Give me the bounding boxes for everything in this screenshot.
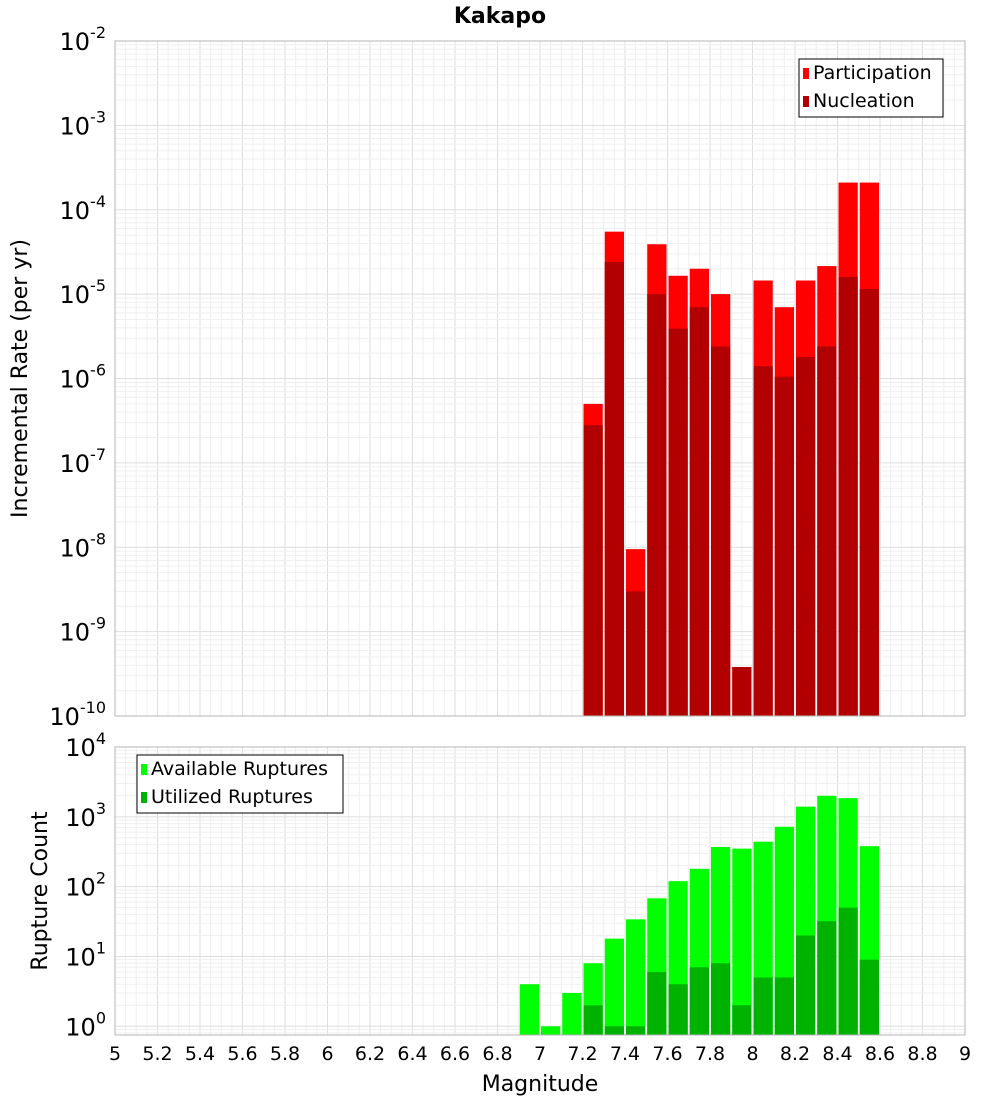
bar-available-ruptures [541,1026,561,1035]
bar-utilized-ruptures [796,935,816,1035]
bar-nucleation [647,294,667,716]
bar-utilized-ruptures [838,907,858,1035]
y-axis-label: Incremental Rate (per yr) [8,239,33,518]
bar-nucleation [711,346,731,716]
y-axis-label: Rupture Count [28,811,53,971]
bar-available-ruptures [519,984,539,1035]
bar-utilized-ruptures [859,959,879,1035]
bar-utilized-ruptures [604,1026,624,1035]
bar-utilized-ruptures [817,921,837,1035]
legend-box [136,754,344,814]
chart-title: Kakapo [454,4,546,29]
y-tick-label: 100 [65,1008,106,1041]
bar-nucleation [689,307,709,716]
bar-nucleation [583,425,603,716]
bar-nucleation [604,262,624,716]
legend-swatch-available-ruptures [141,764,147,775]
x-tick-label: 5.8 [270,1043,300,1065]
bar-utilized-ruptures [689,967,709,1035]
bar-available-ruptures [562,992,582,1035]
y-tick-label: 102 [65,869,106,902]
bar-utilized-ruptures [668,984,688,1035]
x-tick-label: 6.6 [440,1043,470,1065]
plot-frame-1 [114,746,966,1036]
y-tick-label: 104 [65,729,106,762]
x-tick-label: 5.4 [185,1043,215,1065]
y-tick-label: 10-6 [60,361,107,394]
y-tick-label: 103 [65,799,106,832]
bar-nucleation [774,376,794,716]
bar-nucleation [817,346,837,716]
legend-label: Available Ruptures [151,758,328,780]
x-tick-label: 9 [959,1043,971,1065]
bar-utilized-ruptures [647,971,667,1035]
legend-swatch-utilized-ruptures [141,792,147,803]
x-tick-label: 8 [746,1043,758,1065]
y-tick-label: 10-4 [60,192,107,225]
x-tick-label: 7.8 [695,1043,725,1065]
x-tick-label: 6.4 [397,1043,427,1065]
bar-available-ruptures [604,938,624,1035]
y-tick-label: 10-2 [60,23,107,56]
x-tick-label: 7.6 [652,1043,682,1065]
y-tick-label: 10-7 [60,445,107,478]
x-tick-label: 5.2 [142,1043,172,1065]
bar-available-ruptures [626,919,646,1035]
bar-utilized-ruptures [732,1005,752,1035]
x-tick-label: 5.6 [227,1043,257,1065]
y-tick-label: 101 [65,938,106,971]
y-tick-label: 10-10 [49,698,106,731]
bar-nucleation [668,328,688,716]
legend-box [798,58,944,118]
x-tick-label: 5 [109,1043,121,1065]
bar-utilized-ruptures [583,1005,603,1035]
x-axis-label: Magnitude [482,1072,599,1097]
x-tick-label: 7 [534,1043,546,1065]
y-tick-label: 10-9 [60,614,107,647]
x-tick-label: 8.4 [822,1043,852,1065]
bar-nucleation [796,356,816,716]
x-tick-label: 6 [321,1043,333,1065]
bar-available-ruptures [732,848,752,1035]
x-tick-label: 8.2 [780,1043,810,1065]
bar-nucleation [753,366,773,716]
x-tick-label: 6.8 [482,1043,512,1065]
legend-label: Participation [813,62,932,84]
x-tick-label: 8.8 [907,1043,937,1065]
bar-utilized-ruptures [711,963,731,1035]
legend-label: Nucleation [813,90,915,112]
bar-nucleation [732,667,752,716]
y-tick-label: 10-8 [60,529,107,562]
bar-nucleation [626,591,646,716]
legend-swatch-participation [803,68,809,79]
legend-label: Utilized Ruptures [151,786,313,808]
x-tick-label: 7.2 [567,1043,597,1065]
x-tick-label: 8.6 [865,1043,895,1065]
x-tick-label: 6.2 [355,1043,385,1065]
legend-swatch-nucleation [803,96,809,107]
y-tick-label: 10-3 [60,107,107,140]
x-tick-label: 7.4 [610,1043,640,1065]
bar-utilized-ruptures [626,1026,646,1035]
bar-nucleation [838,276,858,716]
bar-nucleation [859,289,879,716]
y-tick-label: 10-5 [60,276,107,309]
bar-utilized-ruptures [774,977,794,1035]
plot-frame-0 [114,40,966,717]
bar-utilized-ruptures [753,977,773,1035]
